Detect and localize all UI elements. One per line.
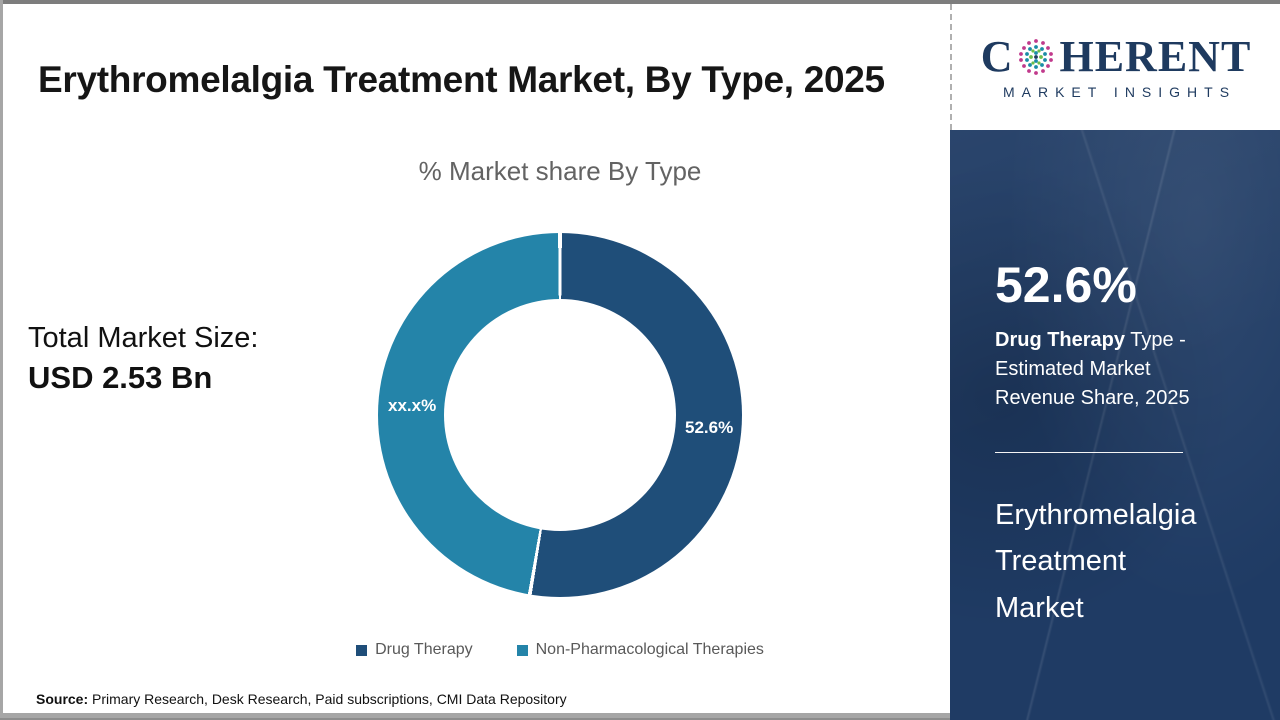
sidebar-stat-value: 52.6% bbox=[995, 257, 1137, 313]
total-market-size-block: Total Market Size: USD 2.53 Bn bbox=[28, 320, 258, 398]
source-label: Source: bbox=[36, 691, 89, 707]
slice-label-drug-therapy: 52.6% bbox=[685, 418, 734, 437]
slice-label-non-pharma: xx.x% bbox=[388, 396, 437, 415]
sidebar-divider bbox=[995, 452, 1183, 453]
bottom-edge-line bbox=[0, 718, 1280, 720]
dotted-globe-icon bbox=[1019, 38, 1054, 75]
legend-swatch-non-pharma bbox=[516, 644, 528, 656]
bottom-border bbox=[0, 713, 950, 720]
brand-wordmark: C bbox=[980, 31, 1252, 81]
legend-label-non-pharma: Non-Pharmacological Therapies bbox=[535, 641, 764, 658]
left-border bbox=[0, 0, 3, 720]
page-title: Erythromelalgia Treatment Market, By Typ… bbox=[38, 58, 885, 100]
sidebar-stat-description: Drug Therapy Type - Estimated Market Rev… bbox=[995, 326, 1215, 413]
top-border bbox=[0, 0, 1280, 4]
donut-chart: 52.6% xx.x% bbox=[378, 233, 742, 597]
total-market-size-label: Total Market Size: bbox=[28, 322, 259, 354]
legend-swatch-drug-therapy bbox=[356, 644, 368, 656]
legend-label-drug-therapy: Drug Therapy bbox=[375, 641, 473, 658]
sidebar-stat-rest: Type - Estimated Market Revenue Share, 2… bbox=[995, 329, 1190, 409]
total-market-size-value: USD 2.53 Bn bbox=[28, 359, 213, 395]
sidebar-market-name: Erythromelalgia Treatment Market bbox=[995, 499, 1197, 624]
source-line: Source: Primary Research, Desk Research,… bbox=[36, 691, 567, 707]
chart-title: % Market share By Type bbox=[418, 156, 702, 186]
brand-tagline: MARKET INSIGHTS bbox=[1002, 83, 1237, 100]
source-text: Primary Research, Desk Research, Paid su… bbox=[88, 691, 567, 707]
sidebar-stat-segment: Drug Therapy bbox=[995, 329, 1126, 351]
chart-legend: Drug Therapy Non-Pharmacological Therapi… bbox=[160, 641, 960, 659]
brand-logo-box: C bbox=[950, 4, 1280, 130]
legend-item-non-pharma: Non-Pharmacological Therapies bbox=[516, 641, 764, 659]
brand-letters-rest: HERENT bbox=[1059, 31, 1252, 81]
legend-item-drug-therapy: Drug Therapy bbox=[356, 641, 473, 659]
brand-letter-c: C bbox=[980, 31, 1014, 81]
highlight-sidebar: 52.6% Drug Therapy Type - Estimated Mark… bbox=[950, 130, 1280, 720]
